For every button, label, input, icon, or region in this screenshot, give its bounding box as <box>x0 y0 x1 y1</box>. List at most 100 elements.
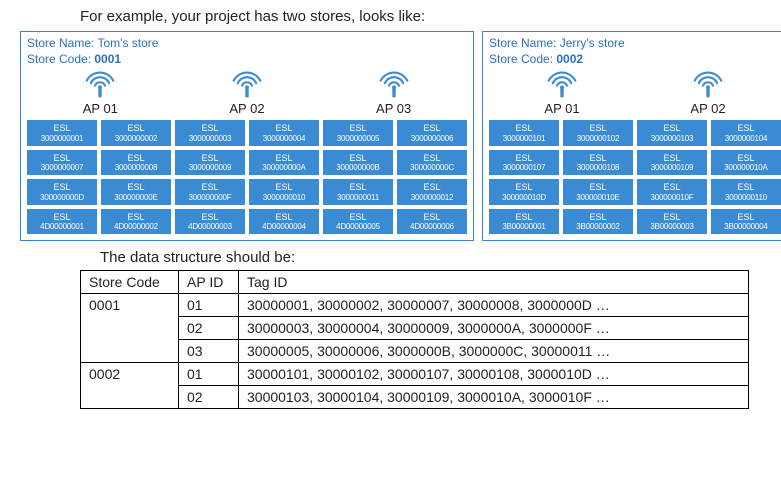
esl-tag: ESL3B00000001 <box>489 209 559 235</box>
esl-id: 3000000101 <box>490 134 558 143</box>
esl-grid: ESL3000000101ESL3000000102ESL3000000103E… <box>489 120 781 234</box>
esl-tag: ESL300000000B <box>323 150 393 176</box>
esl-label: ESL <box>324 212 392 222</box>
esl-id: 3B00000001 <box>490 222 558 231</box>
esl-tag: ESL4D00000004 <box>249 209 319 235</box>
esl-label: ESL <box>176 123 244 133</box>
esl-label: ESL <box>638 153 706 163</box>
esl-id: 300000010A <box>712 163 780 172</box>
esl-label: ESL <box>176 212 244 222</box>
esl-tag: ESL3000000103 <box>637 120 707 146</box>
esl-tag: ESL3000000104 <box>711 120 781 146</box>
store-header: Store Name: Jerry's storeStore Code: 000… <box>489 36 781 67</box>
esl-id: 4D00000005 <box>324 222 392 231</box>
cell-tag-id: 30000101, 30000102, 30000107, 30000108, … <box>239 363 749 386</box>
esl-id: 3000000108 <box>564 163 632 172</box>
stores-row: Store Name: Tom's storeStore Code: 0001A… <box>20 31 761 241</box>
esl-tag: ESL4D00000001 <box>27 209 97 235</box>
esl-tag: ESL300000000C <box>397 150 467 176</box>
esl-label: ESL <box>638 123 706 133</box>
esl-id: 3000000004 <box>250 134 318 143</box>
esl-id: 3000000003 <box>176 134 244 143</box>
cell-ap-id: 01 <box>179 294 239 317</box>
esl-tag: ESL3B00000003 <box>637 209 707 235</box>
ap-row: AP 01 AP 02 AP 03 <box>27 69 467 116</box>
table-row: 0230000003, 30000004, 30000009, 3000000A… <box>81 317 749 340</box>
esl-label: ESL <box>250 212 318 222</box>
esl-tag: ESL3000000003 <box>175 120 245 146</box>
esl-id: 3B00000004 <box>712 222 780 231</box>
esl-id: 3000000110 <box>712 193 780 202</box>
esl-id: 3000000109 <box>638 163 706 172</box>
esl-id: 3000000010 <box>250 193 318 202</box>
esl-id: 3000000102 <box>564 134 632 143</box>
wifi-ap-icon <box>377 69 411 99</box>
wifi-ap-icon <box>691 69 725 99</box>
cell-ap-id: 02 <box>179 386 239 409</box>
cell-store-code: 0001 <box>81 294 179 363</box>
store-code-value: 0001 <box>94 52 121 66</box>
cell-ap-id: 02 <box>179 317 239 340</box>
esl-label: ESL <box>398 182 466 192</box>
wifi-ap-icon <box>83 69 117 99</box>
esl-label: ESL <box>490 212 558 222</box>
esl-tag: ESL3000000008 <box>101 150 171 176</box>
ap: AP 03 <box>376 69 411 116</box>
esl-label: ESL <box>712 123 780 133</box>
esl-label: ESL <box>102 153 170 163</box>
esl-id: 3000000006 <box>398 134 466 143</box>
esl-tag: ESL300000010A <box>711 150 781 176</box>
ap: AP 01 <box>83 69 118 116</box>
esl-tag: ESL300000000A <box>249 150 319 176</box>
esl-tag: ESL4D00000006 <box>397 209 467 235</box>
esl-tag: ESL3000000007 <box>27 150 97 176</box>
data-structure-table: Store Code AP ID Tag ID 00010130000001, … <box>80 270 749 409</box>
esl-tag: ESL3000000107 <box>489 150 559 176</box>
esl-id: 300000010D <box>490 193 558 202</box>
table-row: 00010130000001, 30000002, 30000007, 3000… <box>81 294 749 317</box>
esl-label: ESL <box>176 182 244 192</box>
ap-row: AP 01AP 02 <box>489 69 781 116</box>
esl-tag: ESL3000000012 <box>397 179 467 205</box>
esl-tag: ESL300000010D <box>489 179 559 205</box>
ap-label: AP 01 <box>83 101 118 116</box>
cell-tag-id: 30000103, 30000104, 30000109, 3000010A, … <box>239 386 749 409</box>
esl-id: 3000000005 <box>324 134 392 143</box>
esl-label: ESL <box>398 212 466 222</box>
ap: AP 02 <box>229 69 264 116</box>
esl-id: 300000010E <box>564 193 632 202</box>
esl-label: ESL <box>102 212 170 222</box>
table-header-store: Store Code <box>81 271 179 294</box>
intro-text: For example, your project has two stores… <box>80 8 761 25</box>
wifi-ap-icon <box>230 69 264 99</box>
esl-label: ESL <box>28 123 96 133</box>
store-name-label: Store Name: <box>27 36 97 50</box>
ap: AP 02 <box>690 69 725 116</box>
store-box: Store Name: Jerry's storeStore Code: 000… <box>482 31 781 241</box>
esl-tag: ESL3000000001 <box>27 120 97 146</box>
ap-label: AP 03 <box>376 101 411 116</box>
esl-label: ESL <box>28 153 96 163</box>
esl-label: ESL <box>324 123 392 133</box>
esl-label: ESL <box>250 123 318 133</box>
esl-id: 300000000E <box>102 193 170 202</box>
esl-id: 4D00000001 <box>28 222 96 231</box>
table-header-tag: Tag ID <box>239 271 749 294</box>
esl-label: ESL <box>28 182 96 192</box>
store-box: Store Name: Tom's storeStore Code: 0001A… <box>20 31 474 241</box>
esl-id: 4D00000006 <box>398 222 466 231</box>
esl-id: 300000000C <box>398 163 466 172</box>
esl-tag: ESL3000000101 <box>489 120 559 146</box>
esl-tag: ESL3000000006 <box>397 120 467 146</box>
esl-label: ESL <box>712 212 780 222</box>
esl-tag: ESL3000000102 <box>563 120 633 146</box>
esl-id: 4D00000004 <box>250 222 318 231</box>
esl-id: 4D00000002 <box>102 222 170 231</box>
esl-id: 3000000007 <box>28 163 96 172</box>
esl-tag: ESL4D00000005 <box>323 209 393 235</box>
esl-label: ESL <box>28 212 96 222</box>
esl-tag: ESL3000000108 <box>563 150 633 176</box>
cell-ap-id: 01 <box>179 363 239 386</box>
esl-id: 3B00000002 <box>564 222 632 231</box>
esl-tag: ESL3000000010 <box>249 179 319 205</box>
